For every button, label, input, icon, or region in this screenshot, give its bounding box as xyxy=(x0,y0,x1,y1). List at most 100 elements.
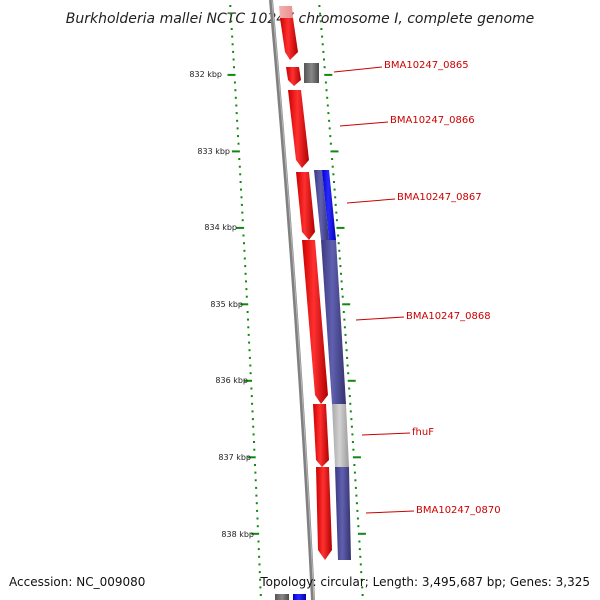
scale-tick xyxy=(236,226,245,229)
gene-label-0868[interactable]: BMA10247_0868 xyxy=(406,311,491,322)
genome-summary-text: Topology: circular; Length: 3,495,687 bp… xyxy=(259,575,590,589)
scale-tick xyxy=(360,571,363,574)
scale-tick xyxy=(318,5,321,7)
scale-tick xyxy=(242,234,245,237)
scale-tick xyxy=(353,471,356,474)
scale-tick xyxy=(348,387,351,390)
bottom-partial-features xyxy=(275,594,306,600)
chromosome-backbone xyxy=(269,0,315,600)
scale-tick xyxy=(331,158,334,160)
scale-tick xyxy=(354,479,357,482)
scale-tick xyxy=(240,188,242,191)
scale-tick xyxy=(237,135,239,138)
scale-tick xyxy=(326,96,329,99)
scale-tick xyxy=(256,525,259,528)
feature-bottom-gray[interactable] xyxy=(275,594,289,600)
scale-tick xyxy=(259,578,262,581)
scale-tick xyxy=(245,295,248,298)
chromosome-backbone-highlight xyxy=(271,0,315,600)
scale-tick xyxy=(351,433,354,436)
scale-tick xyxy=(325,89,328,92)
leader-fhuF xyxy=(361,432,411,436)
leader-0865 xyxy=(333,66,383,73)
scale-tick xyxy=(357,532,366,535)
leader-0870 xyxy=(365,510,415,514)
scale-tick xyxy=(245,280,247,283)
scale-tick xyxy=(335,219,338,222)
scale-tick xyxy=(347,379,356,382)
feature-rev-0870[interactable] xyxy=(335,467,351,560)
gene-label-0867[interactable]: BMA10247_0867 xyxy=(397,192,482,203)
accession-text: Accession: NC_009080 xyxy=(9,575,145,589)
scale-tick xyxy=(319,20,322,23)
scale-tick xyxy=(342,303,351,306)
scale-tick xyxy=(238,165,241,168)
scale-tick xyxy=(361,586,364,589)
scale-tick xyxy=(345,341,347,344)
tick-label-835: 835 kbp xyxy=(210,300,243,309)
gene-labels: BMA10247_0865 BMA10247_0866 BMA10247_086… xyxy=(384,60,501,516)
scale-tick xyxy=(247,456,256,459)
scale-tick xyxy=(254,479,257,482)
scale-tick xyxy=(257,540,260,543)
feature-gene-0866[interactable] xyxy=(288,90,309,168)
scale-tick xyxy=(330,150,339,153)
scale-tick xyxy=(332,173,335,176)
leader-0868 xyxy=(355,316,405,321)
feature-rev-0867-left[interactable] xyxy=(314,170,329,240)
scale-tick xyxy=(320,28,323,30)
scale-ticks-outer xyxy=(227,5,262,596)
scale-tick xyxy=(254,464,256,466)
scale-tick-labels: 832 kbp 833 kbp 834 kbp 835 kbp 836 kbp … xyxy=(189,70,254,539)
scale-tick xyxy=(338,249,341,252)
feature-rev-0868[interactable] xyxy=(321,240,346,404)
scale-tick xyxy=(329,135,332,138)
scale-tick xyxy=(323,58,325,61)
tick-label-837: 837 kbp xyxy=(218,453,251,462)
scale-tick xyxy=(244,265,247,268)
feature-gene-fhuF[interactable] xyxy=(313,404,329,467)
scale-tick xyxy=(341,295,344,298)
scale-tick xyxy=(232,58,235,61)
gene-label-0866[interactable]: BMA10247_0866 xyxy=(390,115,475,126)
feature-small-dark[interactable] xyxy=(304,63,319,83)
feature-gene-0868[interactable] xyxy=(302,240,328,404)
forward-strand-features xyxy=(279,6,332,560)
scale-tick xyxy=(342,311,345,313)
scale-tick xyxy=(355,502,358,505)
scale-tick xyxy=(358,548,361,551)
scale-tick xyxy=(240,203,243,206)
scale-tick xyxy=(346,364,349,367)
scale-tick xyxy=(236,119,239,122)
feature-rev-0867-blue[interactable] xyxy=(322,170,336,240)
tick-label-834: 834 kbp xyxy=(204,223,237,232)
scale-tick xyxy=(352,456,361,459)
scale-tick xyxy=(321,35,324,38)
scale-tick xyxy=(334,203,337,206)
scale-tick xyxy=(230,20,233,23)
feature-gene-0864[interactable] xyxy=(280,18,298,60)
scale-tick xyxy=(241,219,244,222)
feature-gene-0870[interactable] xyxy=(316,467,332,560)
gene-label-0865[interactable]: BMA10247_0865 xyxy=(384,60,469,71)
feature-gene-0867[interactable] xyxy=(296,172,315,240)
scale-tick xyxy=(251,402,254,405)
tick-label-832: 832 kbp xyxy=(189,70,222,79)
feature-bottom-blue[interactable] xyxy=(293,594,306,600)
feature-gene-0865[interactable] xyxy=(286,67,301,86)
scale-tick xyxy=(247,333,250,336)
scale-tick xyxy=(334,196,337,199)
feature-rev-fhuF[interactable] xyxy=(332,404,349,467)
scale-tick xyxy=(340,280,343,283)
scale-tick xyxy=(341,288,344,291)
scale-tick xyxy=(231,150,240,153)
scale-tick xyxy=(229,12,232,15)
gene-label-fhuF[interactable]: fhuF xyxy=(412,427,434,438)
gene-label-0870[interactable]: BMA10247_0870 xyxy=(416,505,501,516)
scale-tick xyxy=(235,104,238,107)
feature-partial-pink[interactable] xyxy=(279,6,293,18)
scale-tick xyxy=(256,509,259,512)
leader-0866 xyxy=(339,121,389,127)
scale-tick xyxy=(233,81,236,84)
scale-tick xyxy=(360,578,363,581)
